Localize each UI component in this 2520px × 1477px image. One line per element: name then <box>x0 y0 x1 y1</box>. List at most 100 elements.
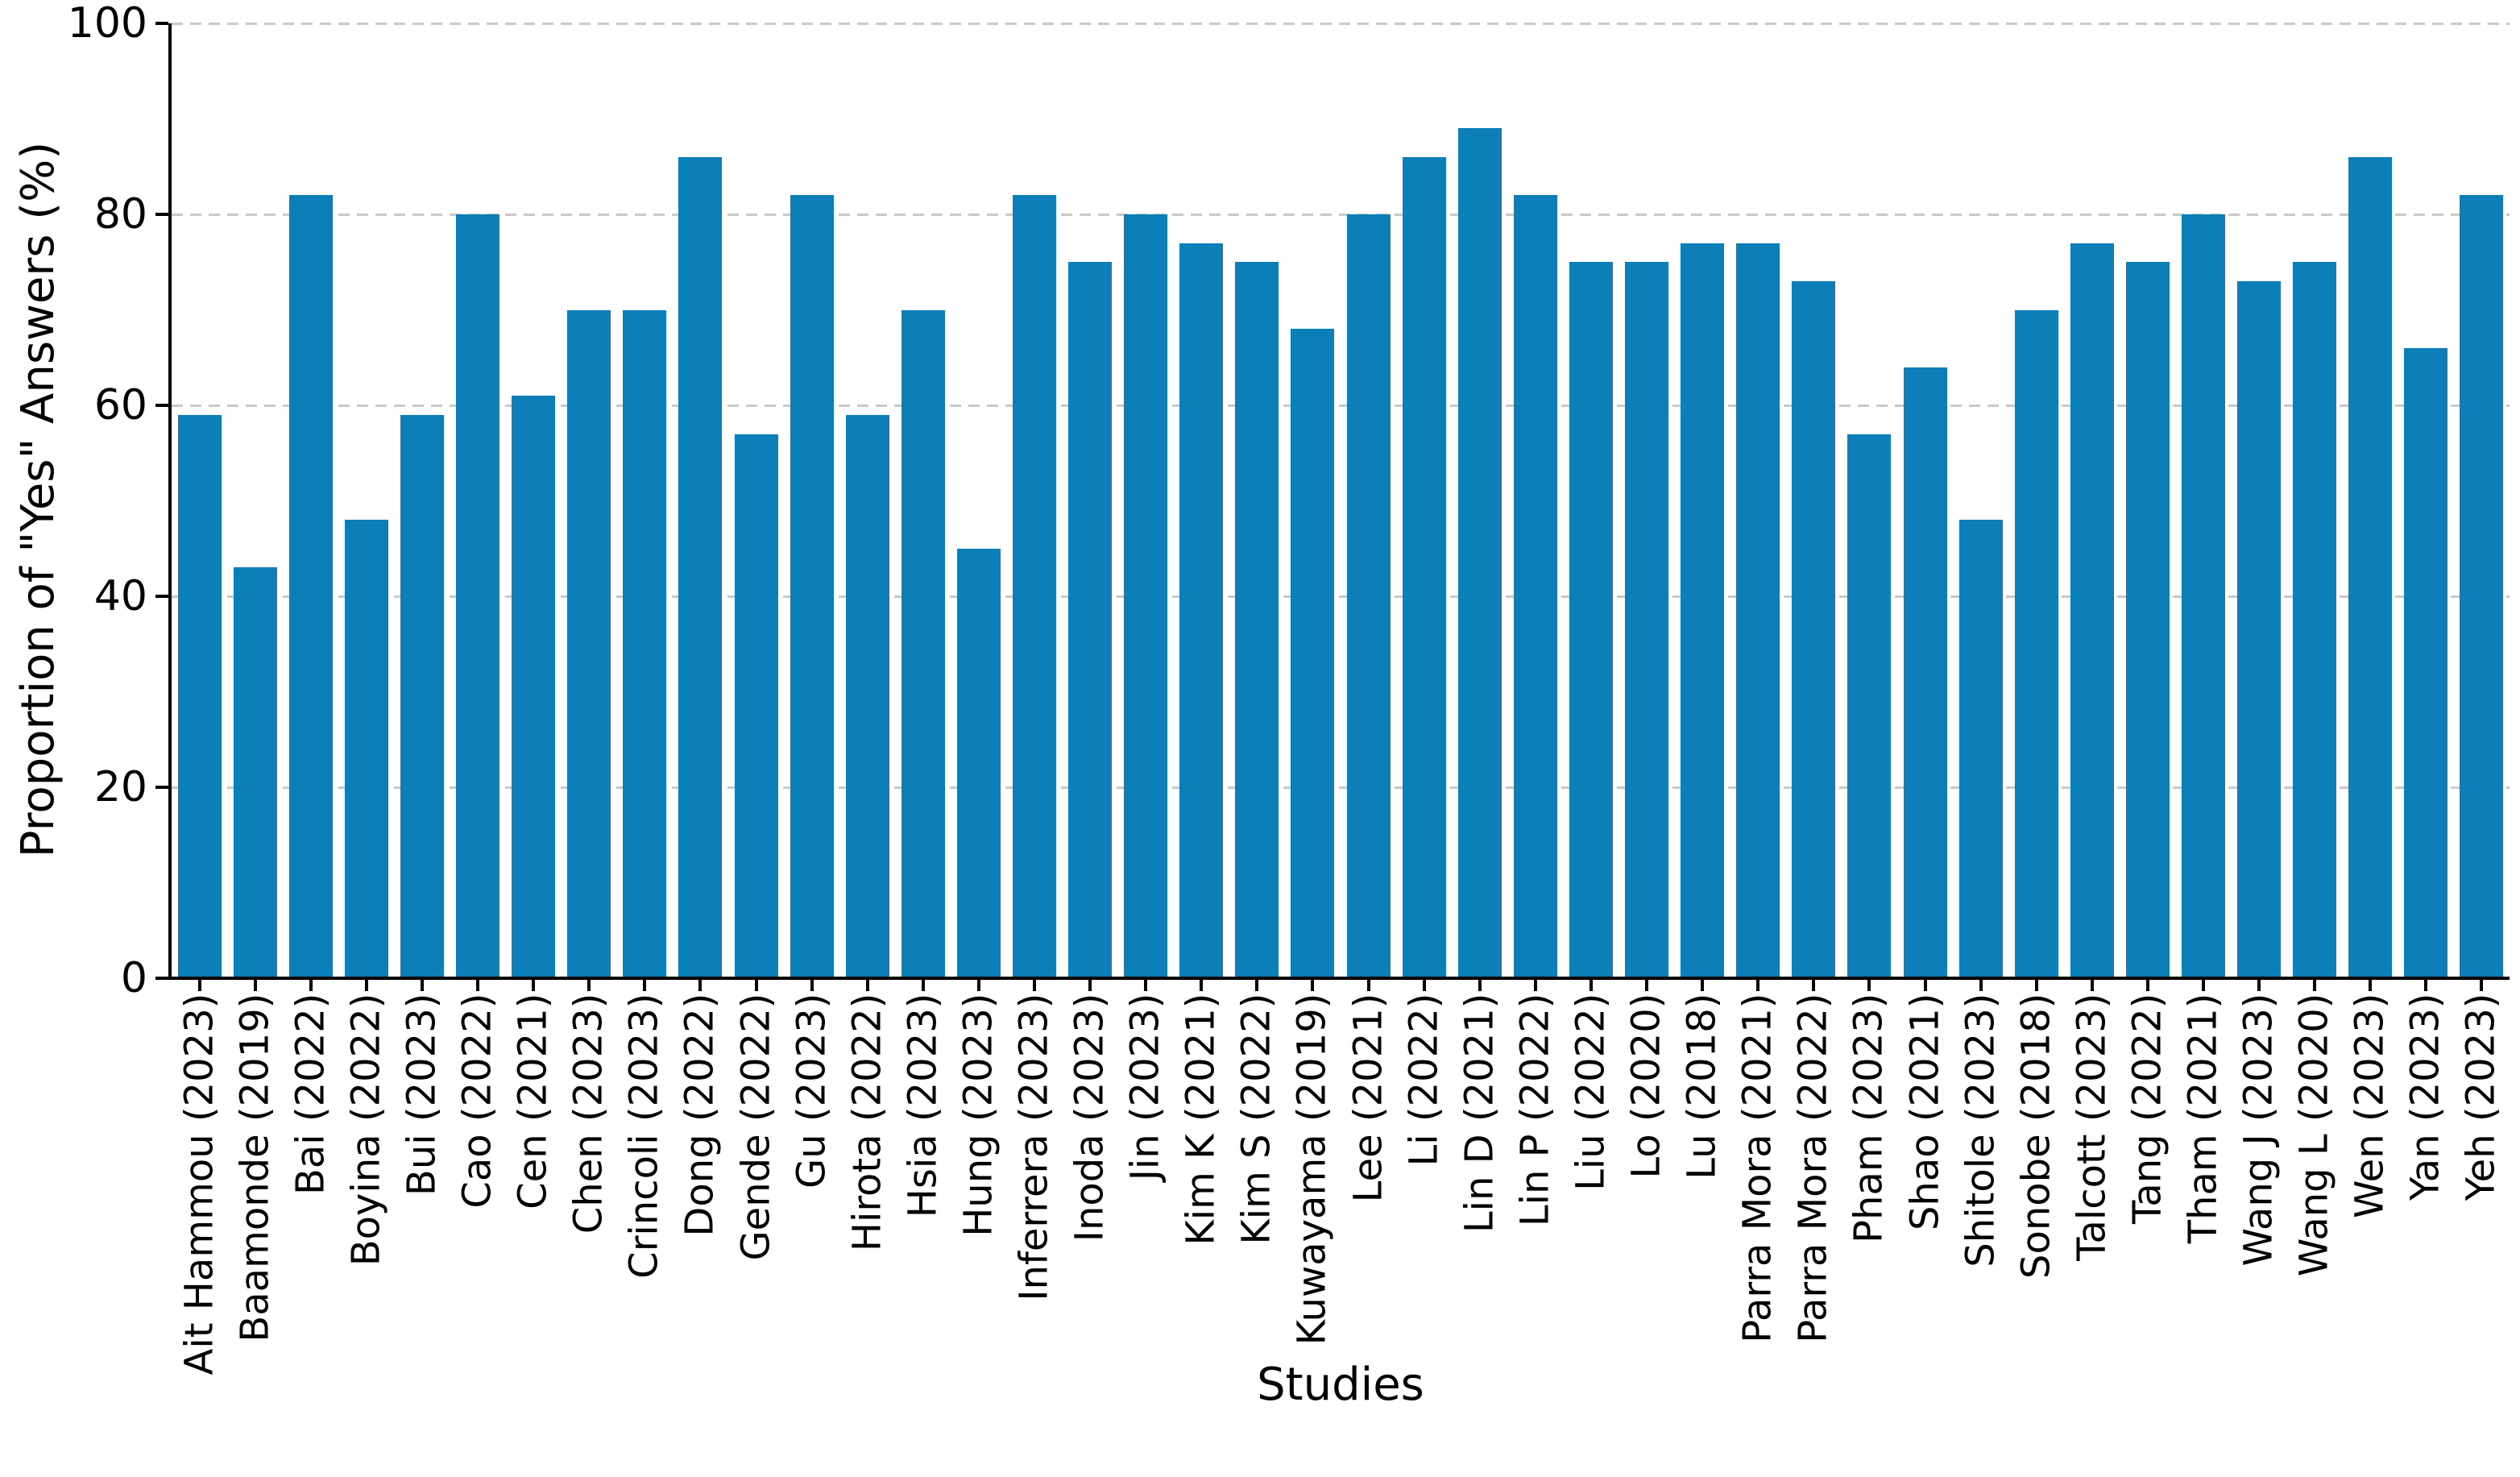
y-tick-label: 80 <box>93 190 147 239</box>
x-tick-label: Crincoli (2023) <box>621 993 667 1279</box>
x-tick <box>643 980 647 991</box>
x-tick <box>1867 980 1871 991</box>
x-tick-label: Lee (2021) <box>1345 993 1391 1202</box>
x-tick-label: Lu (2018) <box>1679 993 1725 1180</box>
x-tick <box>1812 980 1816 991</box>
bar <box>1179 243 1224 978</box>
bar <box>512 396 556 978</box>
x-tick-label: Yan (2023) <box>2402 993 2448 1201</box>
bar <box>1736 243 1780 978</box>
bar <box>2237 280 2282 978</box>
bar <box>233 567 277 978</box>
x-tick <box>532 980 536 991</box>
gridline-40 <box>172 595 2510 598</box>
bar <box>2293 262 2337 978</box>
x-tick <box>364 980 368 991</box>
bar <box>177 414 222 978</box>
bar <box>2348 156 2393 978</box>
x-tick <box>1923 980 1927 991</box>
bar <box>2070 243 2114 978</box>
x-tick <box>476 980 480 991</box>
x-tick <box>1979 980 1983 991</box>
plot-area: 0 20 40 60 80 100 Ait Hammou (2023) Baamonde (2… <box>68 0 2510 1375</box>
bar <box>1681 243 1725 978</box>
bar <box>1291 329 1335 978</box>
y-tick-label: 60 <box>93 381 147 429</box>
bar <box>2404 347 2448 978</box>
x-tick-label: Dong (2022) <box>677 993 723 1237</box>
x-tick <box>1255 980 1259 991</box>
x-tick-label: Inoda (2023) <box>1067 993 1113 1242</box>
bar <box>790 195 834 978</box>
x-tick <box>2090 980 2094 991</box>
x-tick-label: Bui (2023) <box>399 993 445 1196</box>
x-tick <box>253 980 257 991</box>
bar <box>1402 156 1446 978</box>
bar <box>901 309 945 978</box>
x-tick-label: Lin D (2021) <box>1457 993 1502 1233</box>
x-tick <box>1311 980 1315 991</box>
y-tick-label: 0 <box>120 954 147 1002</box>
x-tick <box>1533 980 1537 991</box>
x-tick <box>976 980 980 991</box>
x-tick <box>2480 980 2484 991</box>
x-tick-label: Shao (2021) <box>1902 993 1947 1230</box>
x-tick <box>2424 980 2428 991</box>
x-tick-label: Hirota (2022) <box>844 993 890 1251</box>
x-tick <box>1366 980 1370 991</box>
bar <box>456 214 500 978</box>
x-tick <box>754 980 758 991</box>
x-tick-label: Shitole (2023) <box>1958 993 2004 1267</box>
x-tick <box>2257 980 2261 991</box>
x-axis-spine <box>168 977 2510 980</box>
x-tick <box>2201 980 2205 991</box>
x-tick-label: Parra Mora (2021) <box>1735 993 1780 1343</box>
gridline-100 <box>172 23 2510 25</box>
x-tick-label: Parra Mora (2022) <box>1790 993 1836 1343</box>
x-tick-label: Wang L (2020) <box>2291 993 2337 1276</box>
bar <box>2014 309 2058 978</box>
x-tick-label: Pham (2023) <box>1846 993 1892 1243</box>
x-tick-label: Inferrera (2023) <box>1011 993 1057 1301</box>
bar <box>1513 195 1557 978</box>
x-tick-label: Tham (2021) <box>2180 993 2226 1243</box>
x-tick-label: Kuwayama (2019) <box>1289 993 1335 1346</box>
x-tick-label: Lin P (2022) <box>1512 993 1558 1226</box>
x-tick <box>2034 980 2038 991</box>
x-tick <box>197 980 201 991</box>
bar <box>1569 262 1613 978</box>
y-tick-0 <box>155 977 168 980</box>
x-tick-label: Li (2022) <box>1401 993 1447 1166</box>
bar <box>2460 195 2504 978</box>
x-tick-label: Boyina (2022) <box>343 993 389 1266</box>
bar <box>2125 262 2170 978</box>
x-tick <box>2369 980 2373 991</box>
x-tick-label: Ait Hammou (2023) <box>176 993 222 1375</box>
bar <box>845 414 889 978</box>
x-tick-label: Sonobe (2018) <box>2013 993 2059 1279</box>
x-tick <box>698 980 703 991</box>
x-tick-label: Wang J (2023) <box>2236 993 2282 1266</box>
x-tick <box>1701 980 1705 991</box>
y-tick-label: 20 <box>93 763 147 811</box>
x-tick <box>1756 980 1760 991</box>
x-tick <box>865 980 869 991</box>
bar <box>288 195 333 978</box>
y-tick-label: 40 <box>93 572 147 620</box>
bar <box>1958 520 2003 978</box>
x-tick <box>1478 980 1482 991</box>
x-tick <box>2145 980 2149 991</box>
bar <box>734 434 778 978</box>
x-tick-label: Lo (2020) <box>1623 993 1669 1179</box>
bar <box>1792 280 1836 978</box>
x-tick <box>1088 980 1092 991</box>
y-tick-100 <box>155 22 168 25</box>
x-tick <box>1032 980 1036 991</box>
x-tick-label: Yeh (2023) <box>2458 993 2504 1201</box>
x-axis-title-wrap: Studies <box>777 1359 1905 1411</box>
bar <box>567 309 611 978</box>
y-tick-40 <box>155 595 168 598</box>
y-axis-spine <box>168 23 172 978</box>
y-tick-80 <box>155 213 168 216</box>
